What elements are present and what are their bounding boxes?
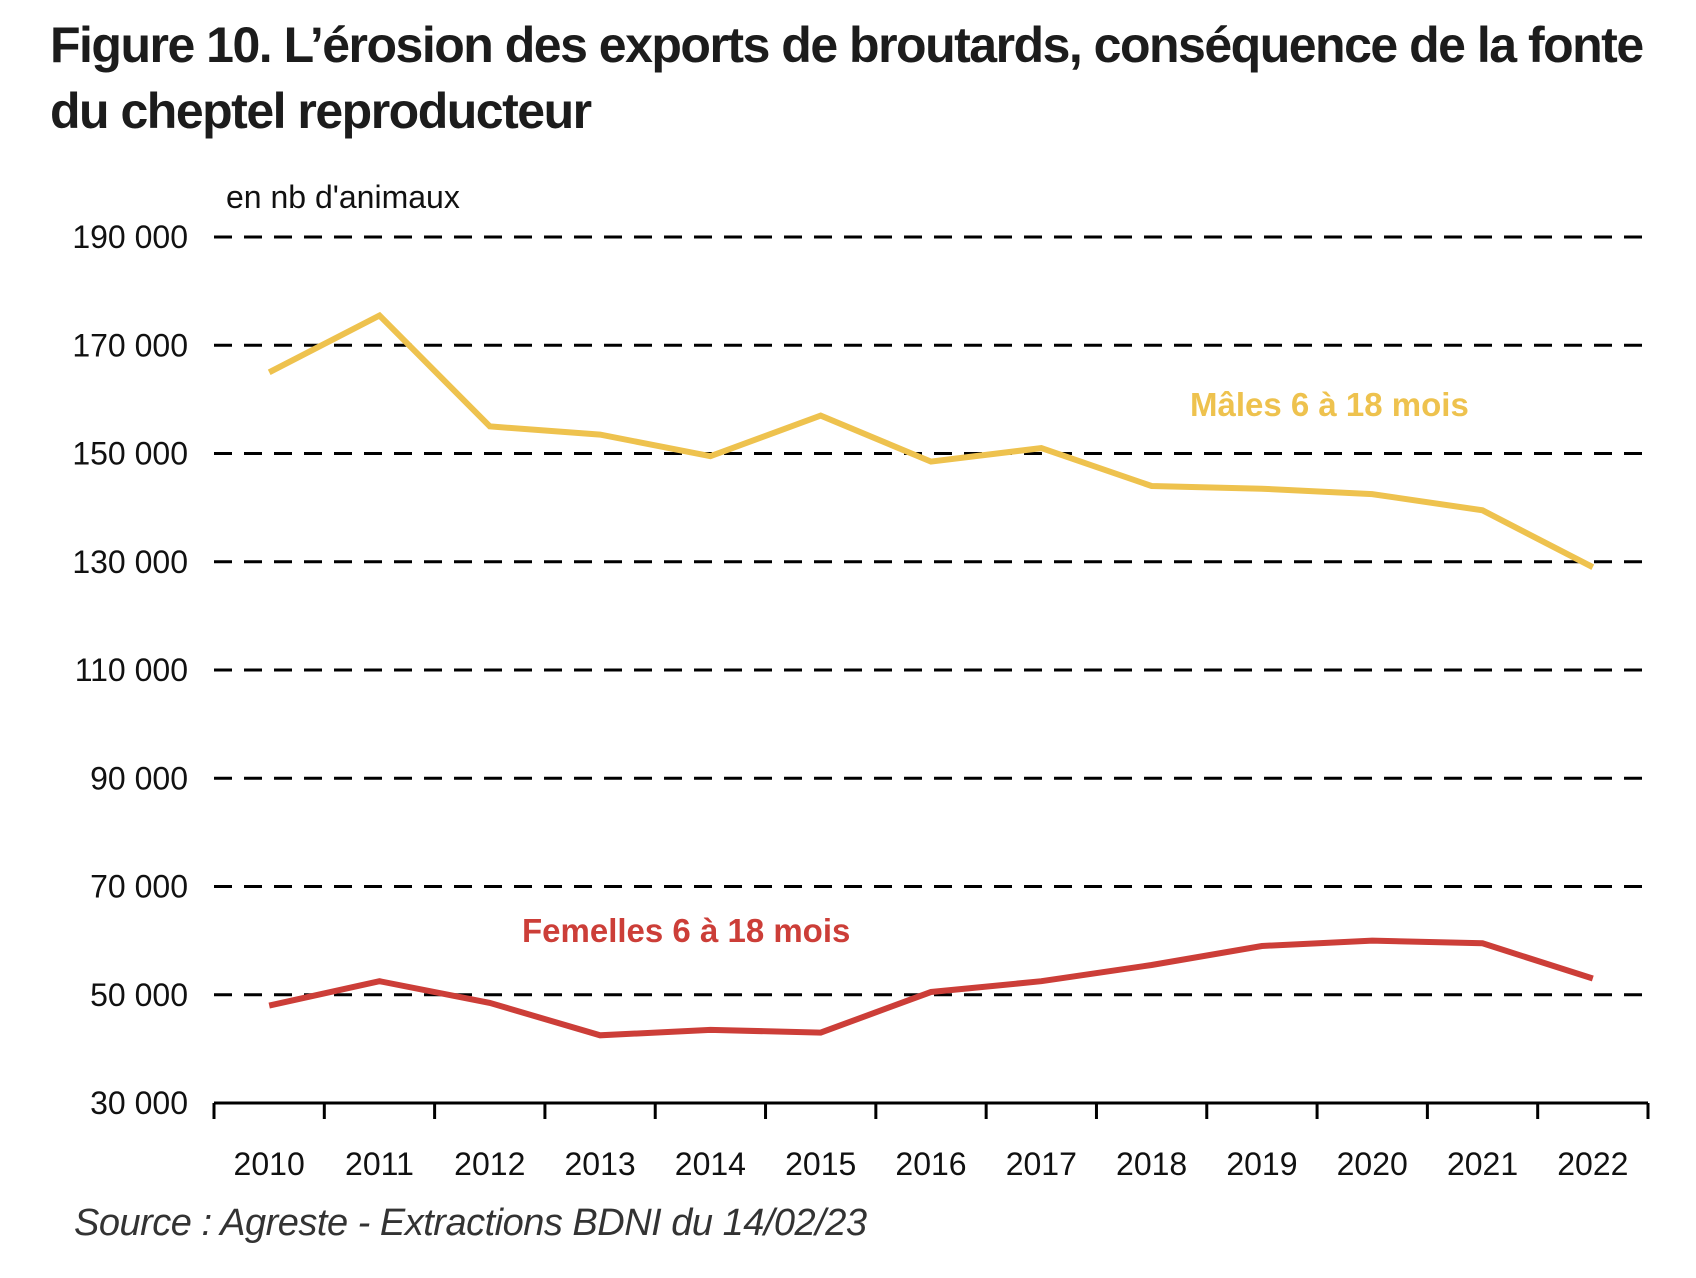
x-tick-label: 2017: [1006, 1146, 1077, 1182]
y-tick-label: 70 000: [90, 869, 188, 905]
data-point-males-2010: [266, 369, 272, 375]
y-tick-label: 90 000: [90, 760, 188, 796]
y-tick-label: 190 000: [72, 219, 188, 255]
x-tick-label: 2013: [564, 1146, 635, 1182]
data-point-males-2021: [1480, 507, 1486, 513]
data-point-femelles-2013: [597, 1032, 603, 1038]
source-note: Source : Agreste - Extractions BDNI du 1…: [74, 1202, 867, 1244]
figure-title: Figure 10. L’érosion des exports de brou…: [50, 17, 1644, 139]
x-tick-label: 2015: [785, 1146, 856, 1182]
data-point-femelles-2017: [1038, 978, 1044, 984]
data-point-femelles-2018: [1149, 962, 1155, 968]
x-tick-label: 2021: [1447, 1146, 1518, 1182]
data-point-femelles-2020: [1369, 938, 1375, 944]
data-point-femelles-2016: [928, 989, 934, 995]
data-point-males-2022: [1590, 564, 1596, 570]
data-point-femelles-2012: [487, 1000, 493, 1006]
data-point-males-2015: [818, 413, 824, 419]
data-point-males-2012: [487, 423, 493, 429]
x-tick-label: 2012: [454, 1146, 525, 1182]
data-point-males-2013: [597, 432, 603, 438]
series-line-femelles: [268, 937, 1594, 1039]
x-tick-label: 2010: [234, 1146, 305, 1182]
data-point-femelles-2022: [1590, 976, 1596, 982]
data-point-femelles-2014: [707, 1027, 713, 1033]
data-point-males-2020: [1369, 491, 1375, 497]
y-tick-label: 150 000: [72, 436, 188, 472]
y-tick-label: 50 000: [90, 977, 188, 1013]
data-point-femelles-2011: [376, 978, 382, 984]
x-axis-tick-labels: 2010 2011 2012 2013 2014 2015 2016 2017 2018 2019…: [234, 1146, 1629, 1182]
x-tick-label: 2020: [1337, 1146, 1408, 1182]
data-point-males-2016: [928, 459, 934, 465]
y-axis-unit-label: en nb d'animaux: [226, 179, 460, 215]
data-point-femelles-2015: [818, 1030, 824, 1036]
data-point-males-2018: [1149, 483, 1155, 489]
data-point-males-2019: [1259, 486, 1265, 492]
y-axis-tick-labels: 30 000 50 000 70 000 90 000 110 000 130 000 15…: [72, 219, 188, 1121]
x-tick-label: 2018: [1116, 1146, 1187, 1182]
y-tick-label: 110 000: [75, 652, 188, 688]
y-tick-label: 30 000: [90, 1085, 188, 1121]
data-point-males-2017: [1038, 445, 1044, 451]
data-point-femelles-2010: [266, 1003, 272, 1009]
data-point-femelles-2021: [1480, 940, 1486, 946]
x-tick-label: 2011: [345, 1146, 414, 1182]
data-point-males-2011: [376, 312, 382, 318]
x-axis: [212, 1101, 1650, 1119]
series-lines: [266, 311, 1596, 1039]
x-tick-label: 2016: [895, 1146, 966, 1182]
x-tick-label: 2019: [1226, 1146, 1297, 1182]
data-point-femelles-2019: [1259, 943, 1265, 949]
series-label-femelles: Femelles 6 à 18 mois: [522, 912, 850, 949]
series-label-males: Mâles 6 à 18 mois: [1190, 386, 1469, 423]
y-tick-label: 170 000: [72, 327, 188, 363]
data-point-males-2014: [707, 453, 713, 459]
x-tick-label: 2022: [1557, 1146, 1628, 1182]
series-line-males: [267, 311, 1595, 570]
y-tick-label: 130 000: [72, 544, 188, 580]
x-tick-label: 2014: [675, 1146, 746, 1182]
gridlines: [214, 235, 1648, 997]
